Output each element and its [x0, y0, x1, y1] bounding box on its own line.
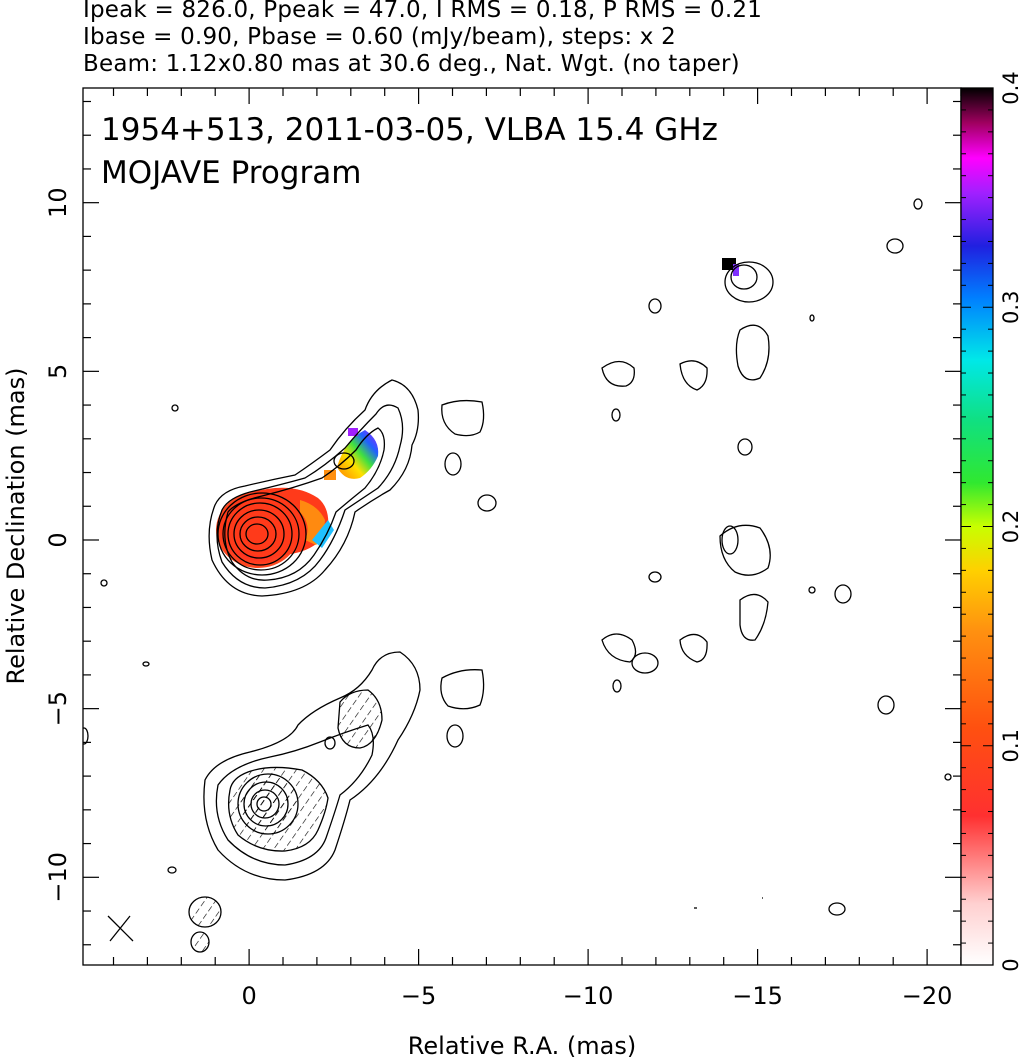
contour-pol-7 [256, 796, 272, 812]
contour-noise-29 [913, 198, 923, 210]
contour-noise-27 [809, 314, 815, 322]
contour-core-2 [216, 404, 404, 589]
x-tick-label: −5 [401, 982, 436, 1010]
colorbar-tick-label: 0.2 [999, 510, 1022, 543]
contour-core-9 [245, 523, 269, 545]
axes: 0 −5 −10 −15 −20 10 5 0 −5 −10 [44, 87, 962, 1010]
contour-layer [83, 198, 952, 953]
x-tick-label: −10 [563, 982, 614, 1010]
y-ticks: 10 5 0 −5 −10 [44, 100, 961, 946]
jet-knot-color [337, 430, 379, 479]
colorbar-tick-label: 0 [999, 958, 1022, 971]
contour-noise-24 [631, 652, 659, 674]
contour-noise-10 [83, 727, 89, 745]
beam-marker [107, 915, 134, 942]
contour-noise-8 [142, 661, 150, 667]
x-ticks: 0 −5 −10 −15 −20 [112, 88, 962, 1010]
contour-core-5 [222, 497, 300, 571]
contour-core-4 [217, 492, 307, 576]
contour-noise-7 [100, 579, 108, 587]
colorbar-tick-label: 0.3 [999, 291, 1022, 324]
colorbar-ticks: 0 0.1 0.2 0.3 0.4 [961, 71, 1022, 972]
header-line-3: Beam: 1.12x0.80 mas at 30.6 deg., Nat. W… [83, 51, 740, 77]
contour-noise-5 [446, 724, 464, 748]
y-tick-label: 10 [44, 187, 72, 218]
contour-far-knot-outer [724, 261, 774, 303]
contour-pol-outer [203, 651, 421, 881]
contour-pol-6 [250, 789, 280, 819]
contour-noise-12 [601, 360, 635, 387]
x-tick-label: −20 [902, 982, 953, 1010]
jet-knot-orange [324, 470, 336, 480]
contour-noise-3 [477, 494, 497, 512]
contour-noise-28 [886, 238, 904, 254]
contour-noise-32 [828, 902, 846, 916]
jet-knot-violet [348, 428, 358, 436]
contour-noise-19 [648, 571, 662, 583]
contour-core-3 [224, 427, 386, 581]
contour-noise-20 [739, 593, 769, 641]
contour-noise-4 [440, 669, 485, 710]
contour-noise-6 [171, 404, 179, 412]
colorbar-tick-label: 0.4 [999, 71, 1022, 104]
y-tick-label: −10 [44, 852, 72, 903]
contour-noise-16 [737, 438, 753, 456]
far-knot-violet [733, 264, 739, 276]
contour-noise-11 [735, 324, 770, 381]
contour-core-6 [227, 502, 293, 566]
contour-noise-21 [808, 586, 816, 594]
contour-jet-knot [333, 452, 355, 470]
beam-minor-axis [109, 915, 131, 942]
chart-subtitle: MOJAVE Program [101, 155, 361, 191]
y-tick-label: 5 [44, 364, 72, 379]
contour-core-8 [239, 516, 277, 552]
contour-noise-14 [648, 298, 662, 314]
contour-noise-18 [721, 525, 739, 555]
header-line-1: Ipeak = 826.0, Ppeak = 47.0, I RMS = 0.1… [83, 0, 763, 23]
header-line-2: Ibase = 0.90, Pbase = 0.60 (mJy/beam), s… [83, 24, 676, 50]
contour-noise-31 [944, 773, 952, 781]
contour-core-7 [233, 509, 285, 559]
y-axis-label: Relative Declination (mas) [2, 367, 30, 684]
x-tick-label: −15 [732, 982, 783, 1010]
contour-noise-26 [679, 633, 708, 663]
contour-pol-lower-1 [188, 896, 222, 928]
contour-noise-15 [611, 408, 621, 422]
contour-pol-2 [215, 724, 374, 866]
chart-title: 1954+513, 2011-03-05, VLBA 15.4 GHz [101, 112, 718, 148]
contour-core-outer [208, 379, 420, 597]
contour-noise-25 [612, 679, 622, 693]
x-tick-label: 0 [241, 982, 256, 1010]
colorbar: 0 0.1 0.2 0.3 0.4 [960, 71, 1022, 972]
core-edge-blue [312, 520, 334, 548]
colorbar-tick-label: 0.1 [999, 729, 1022, 762]
contour-far-knot-inner [730, 264, 758, 290]
contour-pol-lower-2 [190, 931, 210, 953]
contour-pol-blob [324, 736, 336, 750]
plot-frame [82, 87, 962, 966]
contour-noise-23 [601, 633, 637, 663]
contour-noise-30 [877, 695, 895, 715]
contour-noise-22 [834, 584, 852, 604]
y-tick-label: 0 [44, 532, 72, 547]
x-axis-label: Relative R.A. (mas) [408, 1032, 636, 1060]
contour-pol-knot [337, 689, 383, 749]
contour-noise-13 [679, 360, 708, 391]
contour-noise-17 [719, 524, 771, 576]
y-tick-label: −5 [44, 691, 72, 726]
contour-noise-2 [444, 452, 462, 476]
contour-noise-9 [167, 866, 177, 874]
contour-noise-1 [441, 399, 485, 437]
